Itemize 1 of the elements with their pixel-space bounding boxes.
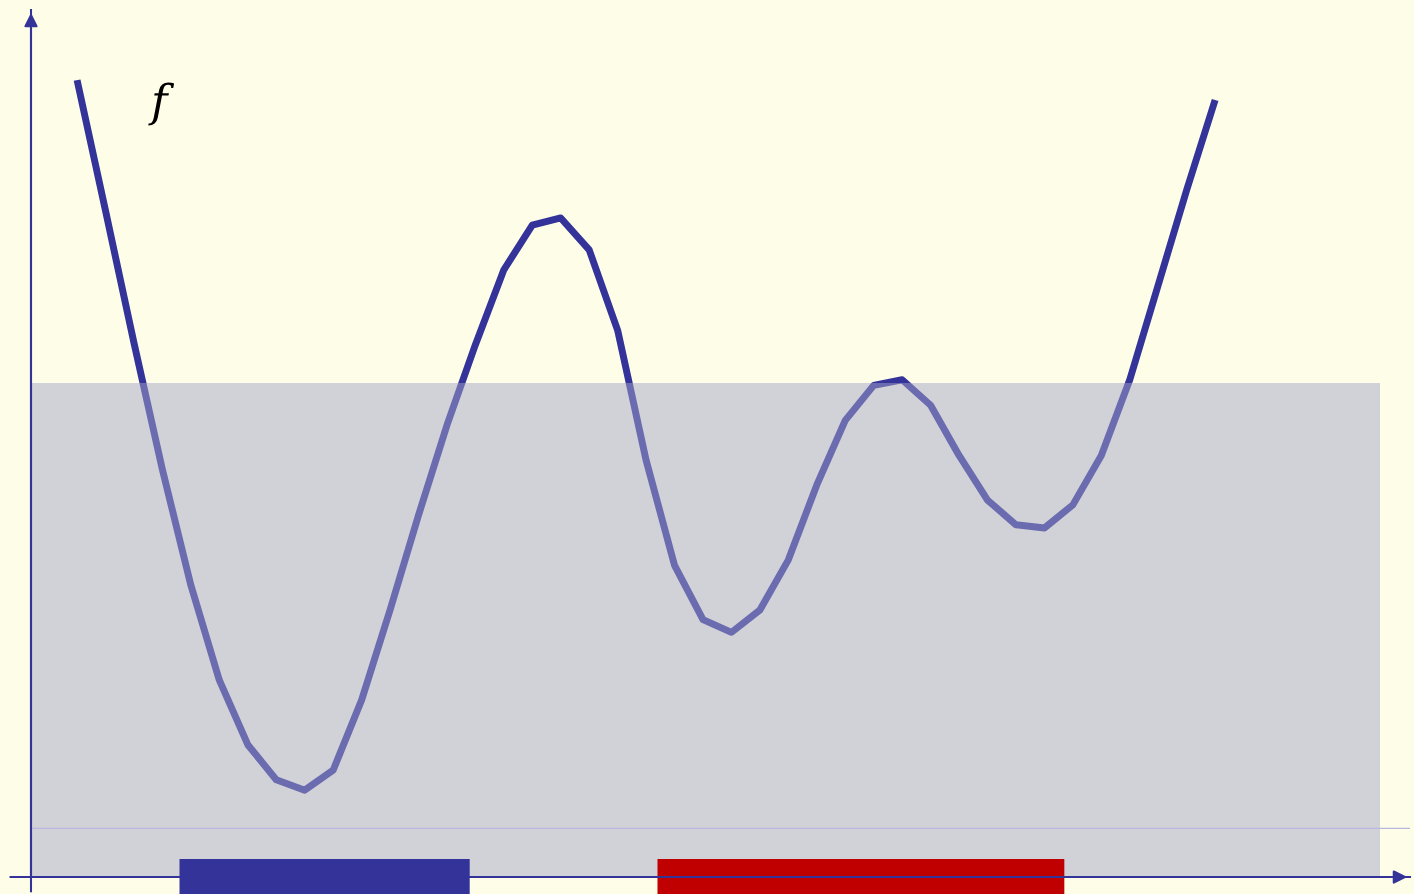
series-label: f — [148, 82, 175, 126]
